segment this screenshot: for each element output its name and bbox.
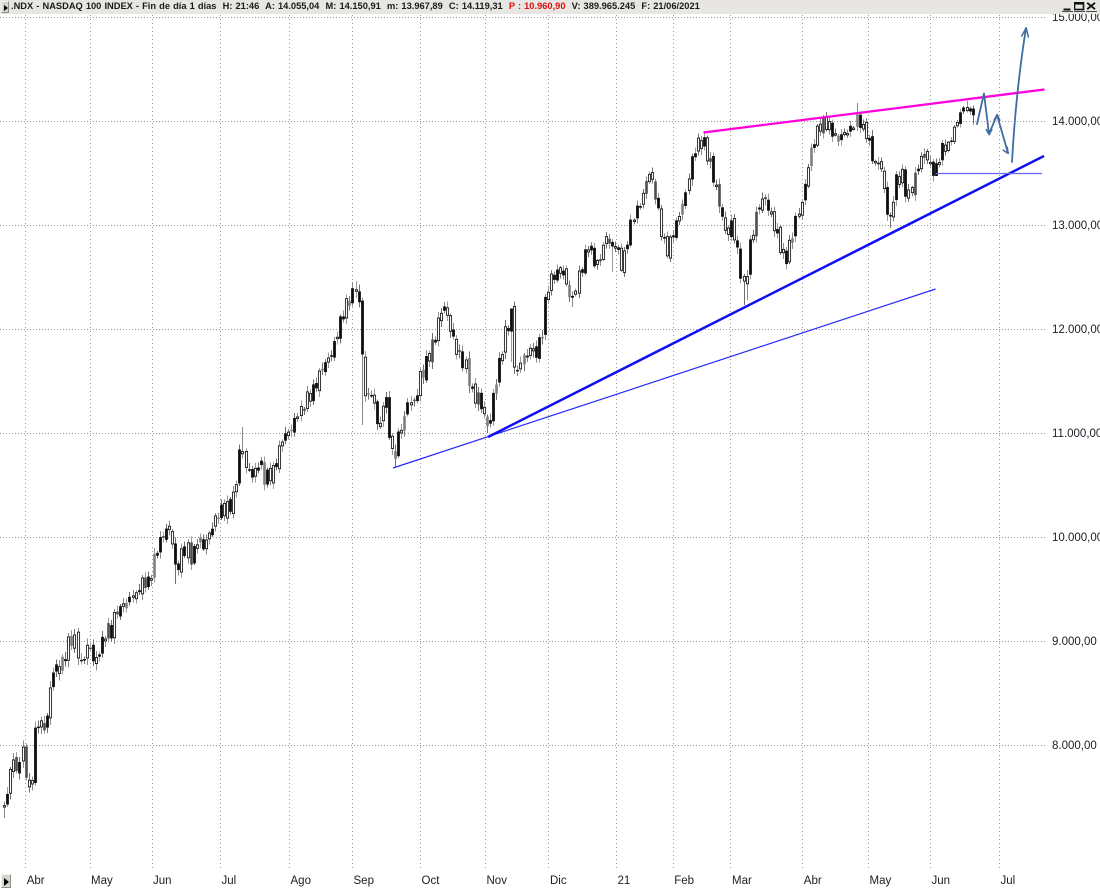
svg-text:Oct: Oct — [422, 875, 441, 887]
svg-text:8.000,00: 8.000,00 — [1052, 740, 1097, 752]
svg-text:12.000,00: 12.000,00 — [1052, 324, 1100, 336]
svg-text:15.000,00: 15.000,00 — [1052, 12, 1100, 24]
svg-text:Jul: Jul — [222, 875, 237, 887]
svg-text:Feb: Feb — [674, 875, 694, 887]
svg-text:9.000,00: 9.000,00 — [1052, 636, 1097, 648]
svg-text:Abr: Abr — [804, 875, 822, 887]
svg-text:10.000,00: 10.000,00 — [1052, 532, 1100, 544]
svg-text:Jun: Jun — [153, 875, 172, 887]
svg-text:Jun: Jun — [932, 875, 951, 887]
svg-text:13.000,00: 13.000,00 — [1052, 220, 1100, 232]
svg-text:May: May — [870, 875, 892, 887]
svg-text:14.000,00: 14.000,00 — [1052, 116, 1100, 128]
svg-text:Sep: Sep — [354, 875, 374, 887]
svg-text:May: May — [91, 875, 113, 887]
svg-text:Mar: Mar — [732, 875, 752, 887]
svg-text:Jul: Jul — [1001, 875, 1016, 887]
svg-text:Ago: Ago — [291, 875, 311, 887]
svg-text:Abr: Abr — [27, 875, 45, 887]
svg-text:Nov: Nov — [487, 875, 508, 887]
svg-text:21: 21 — [618, 875, 631, 887]
svg-text:11.000,00: 11.000,00 — [1052, 428, 1100, 440]
svg-text:Dic: Dic — [550, 875, 567, 887]
